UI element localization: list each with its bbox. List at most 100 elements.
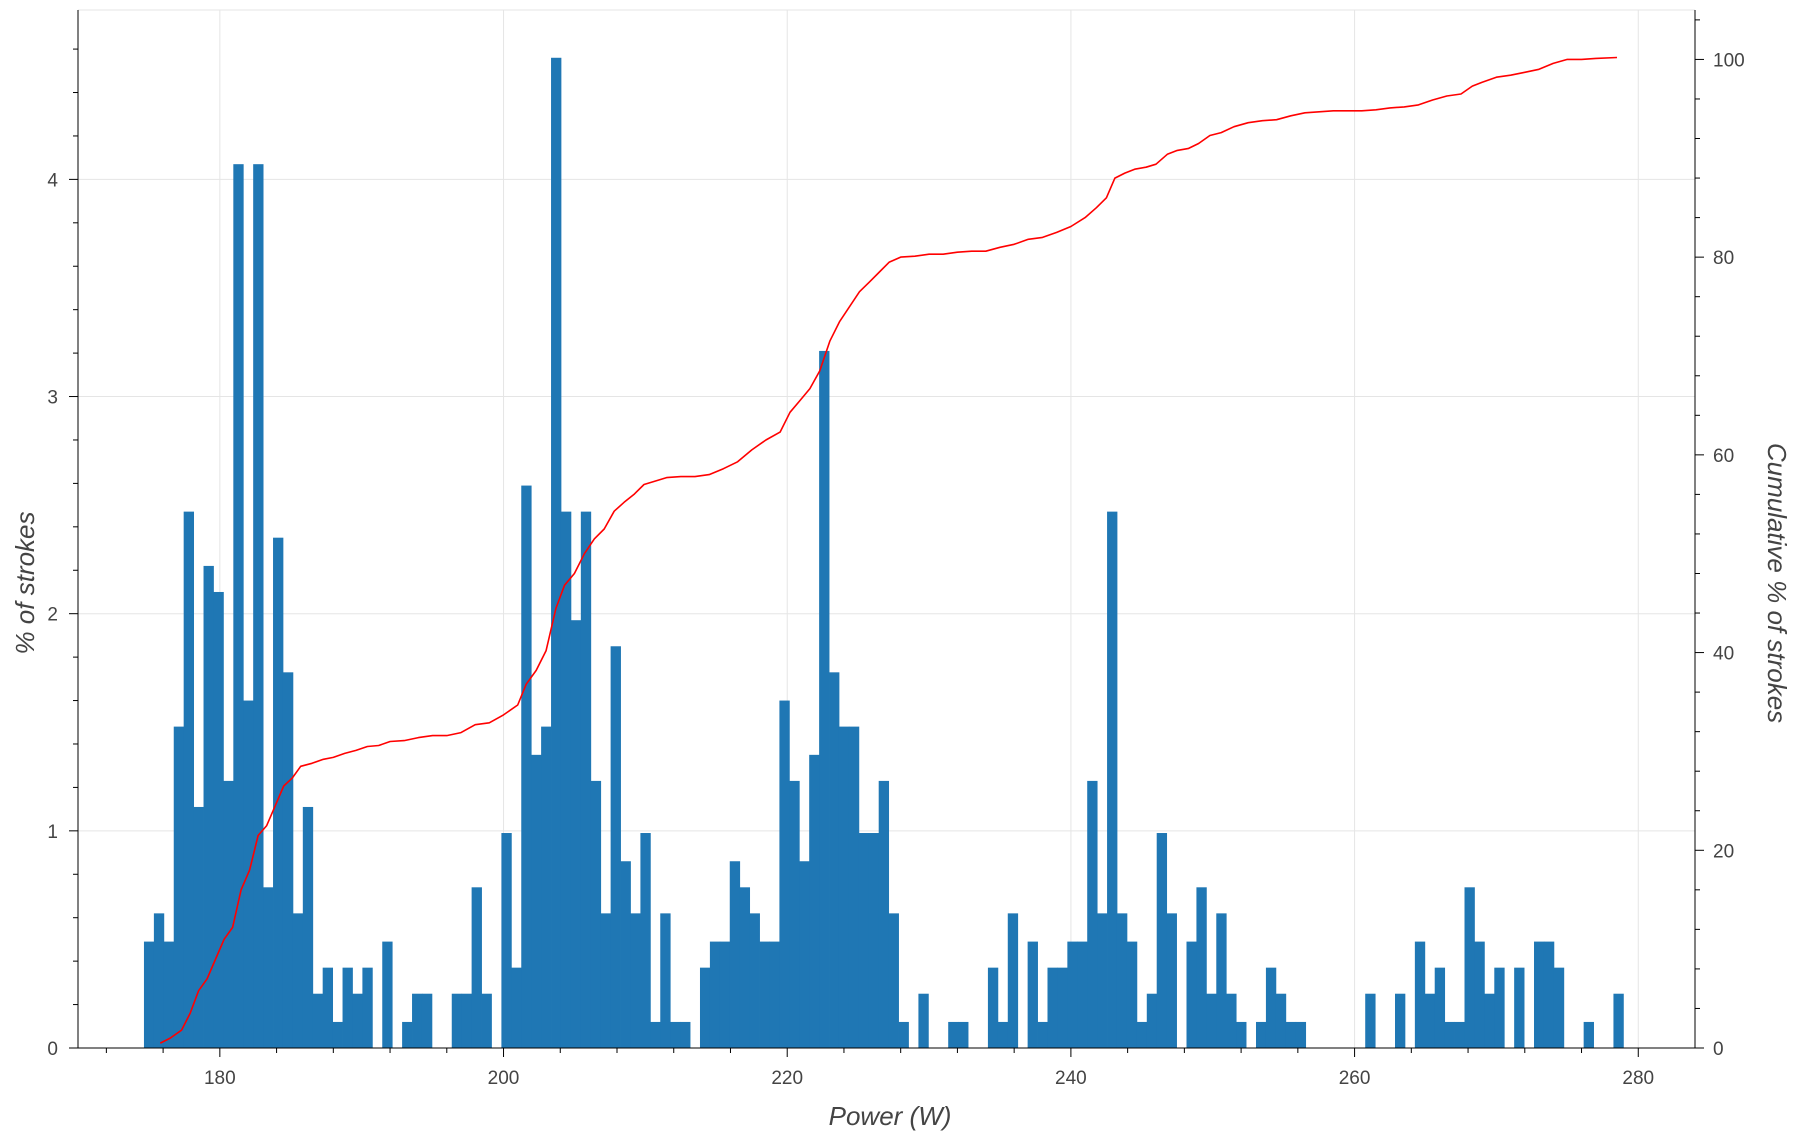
histogram-bar <box>292 913 304 1048</box>
x-tick-label: 180 <box>204 1068 236 1089</box>
histogram-bar <box>600 913 612 1048</box>
histogram-bar <box>1484 993 1495 1048</box>
histogram-bar <box>1583 1021 1594 1048</box>
y-tick-label: 1 <box>47 822 58 843</box>
x-tick-label: 280 <box>1622 1068 1654 1089</box>
histogram-bar <box>1464 887 1475 1048</box>
histogram-bar <box>1444 1021 1455 1048</box>
histogram-bar <box>888 913 899 1048</box>
histogram-bar <box>421 993 433 1048</box>
x-tick-label: 220 <box>771 1068 803 1089</box>
histogram-bar <box>332 1021 343 1048</box>
histogram-bar <box>173 726 185 1048</box>
histogram-bar <box>1136 1021 1148 1048</box>
histogram-bar <box>630 913 641 1048</box>
histogram-bar <box>342 967 353 1048</box>
histogram-bar <box>143 941 155 1048</box>
x-tick-label: 260 <box>1339 1068 1371 1089</box>
histogram-bar <box>163 941 175 1048</box>
histogram-bar <box>1414 941 1426 1048</box>
y-tick-label: 3 <box>47 388 58 409</box>
histogram-bar <box>799 861 810 1048</box>
histogram-bar <box>1097 913 1108 1048</box>
histogram-bar <box>1186 941 1197 1048</box>
y2-axis-title: Cumulative % of strokes <box>1762 443 1792 723</box>
histogram-bar <box>997 1021 1009 1048</box>
histogram-bar <box>1126 941 1138 1048</box>
histogram-bar <box>898 1021 909 1048</box>
histogram-bar <box>819 350 830 1048</box>
histogram-bar <box>1236 1021 1247 1048</box>
histogram-bar <box>1027 941 1038 1048</box>
histogram-bar <box>958 1021 969 1048</box>
histogram-bar <box>253 164 264 1048</box>
histogram-bar <box>1226 993 1237 1048</box>
histogram-bar <box>719 941 731 1048</box>
histogram-bar <box>1454 1021 1465 1048</box>
histogram-bar <box>1474 941 1485 1048</box>
histogram-bar <box>481 993 492 1048</box>
y-axis-title: % of strokes <box>10 511 40 654</box>
histogram-bar <box>670 1021 681 1048</box>
histogram-bar <box>1216 913 1227 1048</box>
histogram-bar <box>829 672 840 1048</box>
histogram-bar <box>709 941 721 1048</box>
y2-tick-label: 60 <box>1713 446 1734 467</box>
histogram-bar <box>1494 967 1505 1048</box>
cumulative-line-layer <box>159 56 1618 1044</box>
histogram-bar <box>699 967 711 1048</box>
y2-tick-label: 0 <box>1713 1039 1724 1060</box>
histogram-bar <box>451 993 463 1048</box>
histogram-bar <box>501 833 512 1048</box>
histogram-bar <box>560 511 572 1048</box>
histogram-bar <box>848 726 860 1048</box>
histogram-bar <box>153 913 165 1048</box>
histogram-bar <box>729 861 741 1048</box>
histogram-bar <box>948 1021 959 1048</box>
histogram-bar <box>739 887 751 1048</box>
histogram-bar <box>511 967 522 1048</box>
histogram-bar <box>769 941 780 1048</box>
histogram-bar <box>1534 941 1545 1048</box>
y2-tick-label: 80 <box>1713 248 1734 269</box>
histogram-bar <box>878 780 890 1048</box>
histogram-bar <box>620 861 631 1048</box>
y2-tick-label: 100 <box>1713 50 1745 71</box>
histogram-bar <box>282 672 294 1048</box>
histogram-bar <box>1087 780 1098 1048</box>
histogram-bar <box>402 1021 413 1048</box>
histogram-bar <box>322 967 334 1048</box>
histogram-bar <box>1047 967 1058 1048</box>
histogram-bar <box>1295 1021 1307 1048</box>
histogram-bar <box>213 591 224 1048</box>
histogram-bar <box>273 537 284 1048</box>
histogram-bar <box>1514 967 1525 1048</box>
histogram-bar <box>471 887 482 1048</box>
y-tick-label: 0 <box>47 1039 58 1060</box>
histogram-bar <box>1613 993 1624 1048</box>
histogram-bar <box>1434 967 1446 1048</box>
grid-layer <box>78 9 1695 1048</box>
histogram-bar <box>918 993 929 1048</box>
histogram-bar <box>1424 993 1436 1048</box>
y-tick-label: 4 <box>47 170 58 191</box>
histogram-bar <box>838 726 850 1048</box>
histogram-bar <box>789 780 800 1048</box>
histogram-bar <box>541 726 552 1048</box>
histogram-bar <box>590 780 602 1048</box>
histogram-bar <box>1196 887 1207 1048</box>
histogram-bar <box>1156 833 1168 1048</box>
histogram-bar <box>1037 1021 1048 1048</box>
histogram-bar <box>263 887 274 1048</box>
histogram-bar <box>868 833 880 1048</box>
histogram-bar <box>1255 1021 1267 1048</box>
y-tick-label: 2 <box>47 605 58 626</box>
histogram-bar <box>779 700 790 1048</box>
histogram-bar <box>1265 967 1277 1048</box>
histogram-bar <box>183 511 195 1048</box>
histogram-bar <box>1007 913 1019 1048</box>
histogram-bar <box>412 993 423 1048</box>
histogram-bar <box>1553 967 1565 1048</box>
